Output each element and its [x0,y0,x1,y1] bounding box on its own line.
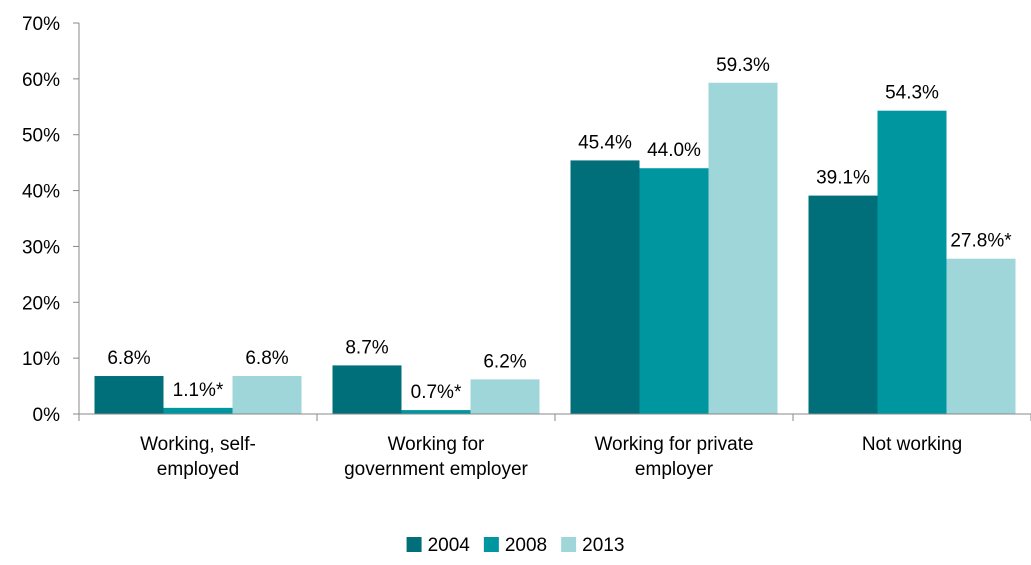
bar-2013-0 [232,376,302,414]
legend-item-2008: 2008 [483,535,547,556]
legend-label: 2004 [428,535,471,556]
x-axis: Working, self-employed Working for governm… [78,413,1031,480]
bar-2008-2 [639,168,709,414]
y-axis: 0% 10% 20% 30% 40% 50% 60% 70% [22,14,80,426]
legend-label: 2013 [582,535,624,556]
x-category-label: government employer [344,459,528,480]
y-tick-label: 50% [22,126,60,147]
data-labels: 6.8% 1.1%* 6.8% 8.7% 0.7%* 6.2% 45.4% 44.0% 59.3… [107,55,1012,403]
data-label: 6.8% [107,348,150,369]
y-tick-label: 60% [22,70,60,91]
legend: 2004 2008 2013 [406,535,624,556]
bar-2008-1 [401,410,471,414]
data-label: 6.2% [483,351,526,372]
y-tick-label: 20% [22,293,60,314]
legend-swatch [406,537,422,552]
bar-2013-2 [708,82,778,414]
y-tick-label: 40% [22,182,60,203]
bar-2013-1 [470,379,540,414]
data-label: 44.0% [647,140,701,161]
data-label: 0.7%* [411,382,462,403]
x-category-label: Working, self- [140,434,256,455]
y-tick-label: 10% [22,349,60,370]
y-tick-label: 0% [33,405,61,426]
bar-2004-1 [332,365,402,414]
bar-2004-0 [94,376,164,414]
x-category-label: Working for [388,434,485,455]
x-category-label: employer [635,459,714,480]
legend-swatch [561,537,577,552]
x-category-label: Not working [862,434,962,455]
bar-2008-3 [877,110,947,415]
legend-item-2013: 2013 [561,535,624,556]
bar-2008-0 [163,407,233,414]
legend-label: 2008 [505,535,547,556]
data-label: 45.4% [578,132,632,153]
legend-swatch [483,537,499,552]
bar-2013-3 [946,258,1016,414]
data-label: 54.3% [885,83,939,104]
bar-2004-2 [570,160,640,414]
x-category-label: employed [157,459,239,480]
x-category-label: Working for private [594,434,753,455]
legend-item-2004: 2004 [406,535,471,556]
data-label: 8.7% [345,337,388,358]
data-label: 1.1%* [173,380,224,401]
data-label: 27.8%* [950,231,1012,252]
data-label: 6.8% [245,348,288,369]
bars [94,82,1016,415]
y-tick-label: 30% [22,237,60,258]
data-label: 39.1% [816,168,870,189]
data-label: 59.3% [716,55,770,76]
y-tick-label: 70% [22,14,60,35]
bar-2004-3 [808,195,878,414]
